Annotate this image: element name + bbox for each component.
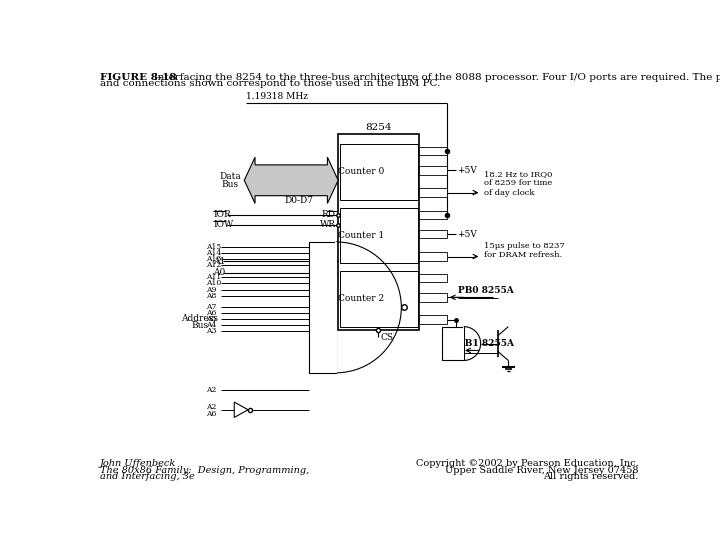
Text: A4: A4	[206, 321, 216, 329]
Text: GATE2: GATE2	[420, 293, 445, 301]
Text: 18.2 Hz to IRQ0
of 8259 for time
of day clock: 18.2 Hz to IRQ0 of 8259 for time of day …	[484, 170, 552, 197]
Text: GATE0: GATE0	[420, 166, 445, 174]
Text: A5: A5	[206, 315, 216, 323]
Text: A0: A0	[213, 268, 225, 277]
Text: D0-D7: D0-D7	[284, 196, 313, 205]
Text: 8254: 8254	[365, 124, 392, 132]
Text: Interfacing the 8254 to the three-bus architecture of the 8088 processor. Four I: Interfacing the 8254 to the three-bus ar…	[148, 72, 720, 82]
Text: A14: A14	[206, 249, 221, 256]
Text: A0: A0	[324, 268, 336, 277]
Text: WR: WR	[320, 220, 336, 230]
Text: PB1 8255A: PB1 8255A	[459, 339, 514, 348]
Text: and Interfacing, 3e: and Interfacing, 3e	[99, 472, 194, 481]
Text: CLK2: CLK2	[423, 274, 443, 282]
Text: OUT2: OUT2	[423, 316, 444, 323]
Text: A13: A13	[206, 255, 221, 263]
Text: CS: CS	[381, 333, 394, 342]
Text: PB0 8255A: PB0 8255A	[459, 286, 514, 295]
Text: The 80x86 Family:  Design, Programming,: The 80x86 Family: Design, Programming,	[99, 466, 309, 475]
Bar	[419, 252, 447, 261]
Text: IOW: IOW	[213, 220, 234, 230]
Text: Address: Address	[181, 314, 218, 323]
Text: A2: A2	[206, 403, 216, 411]
Bar	[419, 293, 447, 301]
Bar	[442, 327, 464, 361]
Text: A11: A11	[206, 273, 221, 281]
Text: A6: A6	[206, 410, 216, 417]
Bar	[419, 230, 447, 239]
Bar	[419, 188, 447, 197]
Text: OUT1: OUT1	[423, 253, 444, 260]
Bar	[419, 211, 447, 219]
Text: +5V: +5V	[457, 230, 477, 239]
Text: John Uffenbeck: John Uffenbeck	[99, 459, 176, 468]
Text: All rights reserved.: All rights reserved.	[543, 472, 639, 481]
Text: A9: A9	[206, 286, 216, 294]
Bar	[419, 315, 447, 324]
Text: CLK1: CLK1	[423, 211, 443, 219]
Text: FIGURE 8-18: FIGURE 8-18	[99, 72, 176, 82]
Text: A2: A2	[206, 386, 216, 394]
Bar	[335, 242, 337, 373]
Text: A1: A1	[324, 256, 336, 266]
Bar	[340, 208, 418, 264]
Bar	[340, 144, 418, 200]
Polygon shape	[234, 402, 248, 417]
Text: Bus: Bus	[222, 180, 239, 188]
Text: GATE1: GATE1	[420, 230, 445, 238]
Text: A3: A3	[206, 327, 216, 335]
Text: A15: A15	[206, 242, 221, 251]
Text: Bus: Bus	[191, 321, 208, 330]
Text: +5V: +5V	[457, 166, 477, 175]
Text: 1.19318 MHz: 1.19318 MHz	[246, 92, 308, 101]
Text: OUT0: OUT0	[423, 188, 444, 197]
Bar	[309, 242, 336, 373]
Text: IOR: IOR	[213, 211, 231, 219]
Bar	[419, 147, 447, 156]
Text: Counter 2: Counter 2	[338, 294, 384, 303]
Text: A12: A12	[206, 261, 221, 269]
Text: RD: RD	[322, 211, 336, 219]
Text: Copyright ©2002 by Pearson Education, Inc.: Copyright ©2002 by Pearson Education, In…	[415, 459, 639, 468]
Bar	[340, 271, 418, 327]
Text: Counter 0: Counter 0	[338, 167, 384, 177]
Text: 15μs pulse to 8237
for DRAM refresh.: 15μs pulse to 8237 for DRAM refresh.	[484, 242, 564, 259]
Polygon shape	[244, 157, 338, 204]
Bar	[419, 166, 447, 174]
Text: A8: A8	[206, 292, 216, 300]
Text: A7: A7	[206, 302, 216, 310]
Text: CLK0: CLK0	[423, 147, 443, 155]
Bar	[463, 327, 464, 361]
Text: Upper Saddle River, New Jersey 07458: Upper Saddle River, New Jersey 07458	[445, 466, 639, 475]
Bar	[338, 134, 419, 330]
Bar	[419, 274, 447, 282]
Text: Data: Data	[220, 172, 241, 181]
Text: Counter 1: Counter 1	[338, 231, 384, 240]
Text: and connections shown correspond to those used in the IBM PC.: and connections shown correspond to thos…	[99, 79, 440, 89]
Text: A6: A6	[206, 309, 216, 317]
Text: A1: A1	[213, 256, 225, 266]
Text: A10: A10	[206, 280, 221, 287]
